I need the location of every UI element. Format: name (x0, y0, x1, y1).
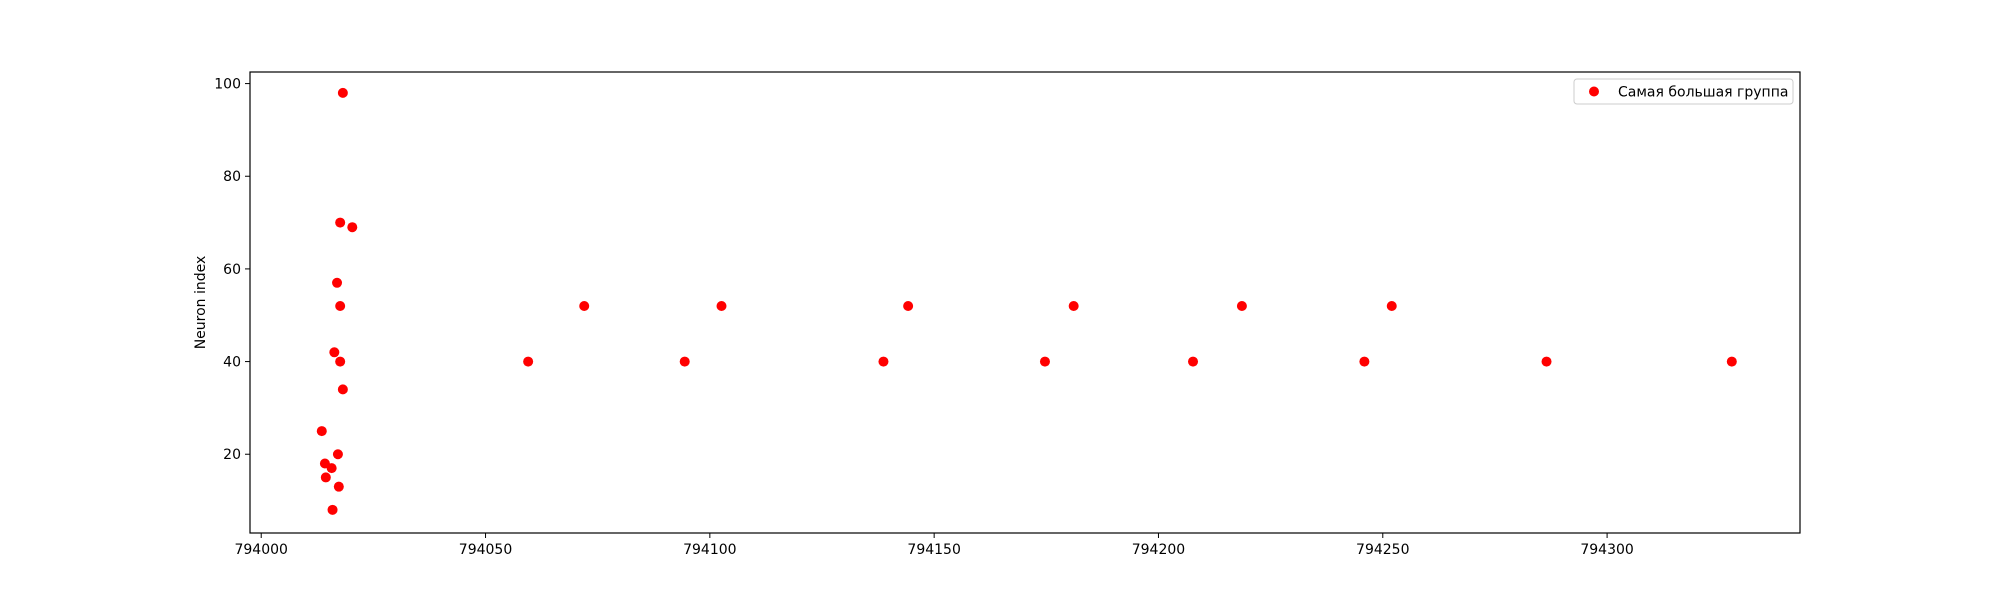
x-tick-label: 794000 (234, 542, 287, 558)
data-point (333, 481, 344, 492)
data-point (523, 356, 534, 367)
plot-area (250, 72, 1800, 533)
data-point (1359, 356, 1370, 367)
legend-label: Самая большая группа (1618, 85, 1788, 101)
data-point (335, 300, 346, 311)
data-point (337, 87, 348, 98)
data-point (1541, 356, 1552, 367)
y-axis: 20 40 60 80 100 (214, 77, 250, 463)
x-tick-label: 794050 (459, 542, 512, 558)
data-points (316, 87, 1737, 515)
legend: Самая большая группа (1573, 78, 1794, 105)
data-point (316, 426, 327, 437)
data-point (903, 300, 914, 311)
x-tick-label: 794250 (1356, 542, 1409, 558)
data-point (579, 300, 590, 311)
data-point (716, 300, 727, 311)
data-point (1726, 356, 1737, 367)
data-point (1068, 300, 1079, 311)
y-tick-label: 100 (214, 77, 241, 93)
data-point (335, 356, 346, 367)
x-axis: 794000 794050 794100 794150 794200 794250 7943… (234, 533, 1634, 558)
legend-marker (1589, 86, 1599, 97)
data-point (335, 217, 346, 228)
y-tick-label: 20 (223, 447, 241, 463)
data-point (679, 356, 690, 367)
x-tick-label: 794200 (1132, 542, 1185, 558)
data-point (337, 384, 348, 395)
y-tick-label: 80 (223, 169, 241, 185)
x-tick-label: 794100 (683, 542, 736, 558)
y-axis-label: Neuron index (193, 256, 209, 350)
data-point (1236, 300, 1247, 311)
y-tick-label: 60 (223, 262, 241, 278)
y-tick-label: 40 (223, 355, 241, 371)
x-tick-label: 794300 (1580, 542, 1633, 558)
data-point (320, 472, 331, 483)
data-point (327, 504, 338, 515)
x-tick-label: 794150 (907, 542, 960, 558)
legend-frame (1573, 78, 1794, 105)
data-point (1188, 356, 1199, 367)
data-point (1386, 300, 1397, 311)
data-point (329, 347, 340, 358)
data-point (332, 277, 343, 288)
data-point (1039, 356, 1050, 367)
data-point (347, 222, 358, 233)
data-point (326, 463, 337, 474)
plot-frame (249, 71, 1801, 534)
data-point (332, 449, 343, 460)
data-point (878, 356, 889, 367)
